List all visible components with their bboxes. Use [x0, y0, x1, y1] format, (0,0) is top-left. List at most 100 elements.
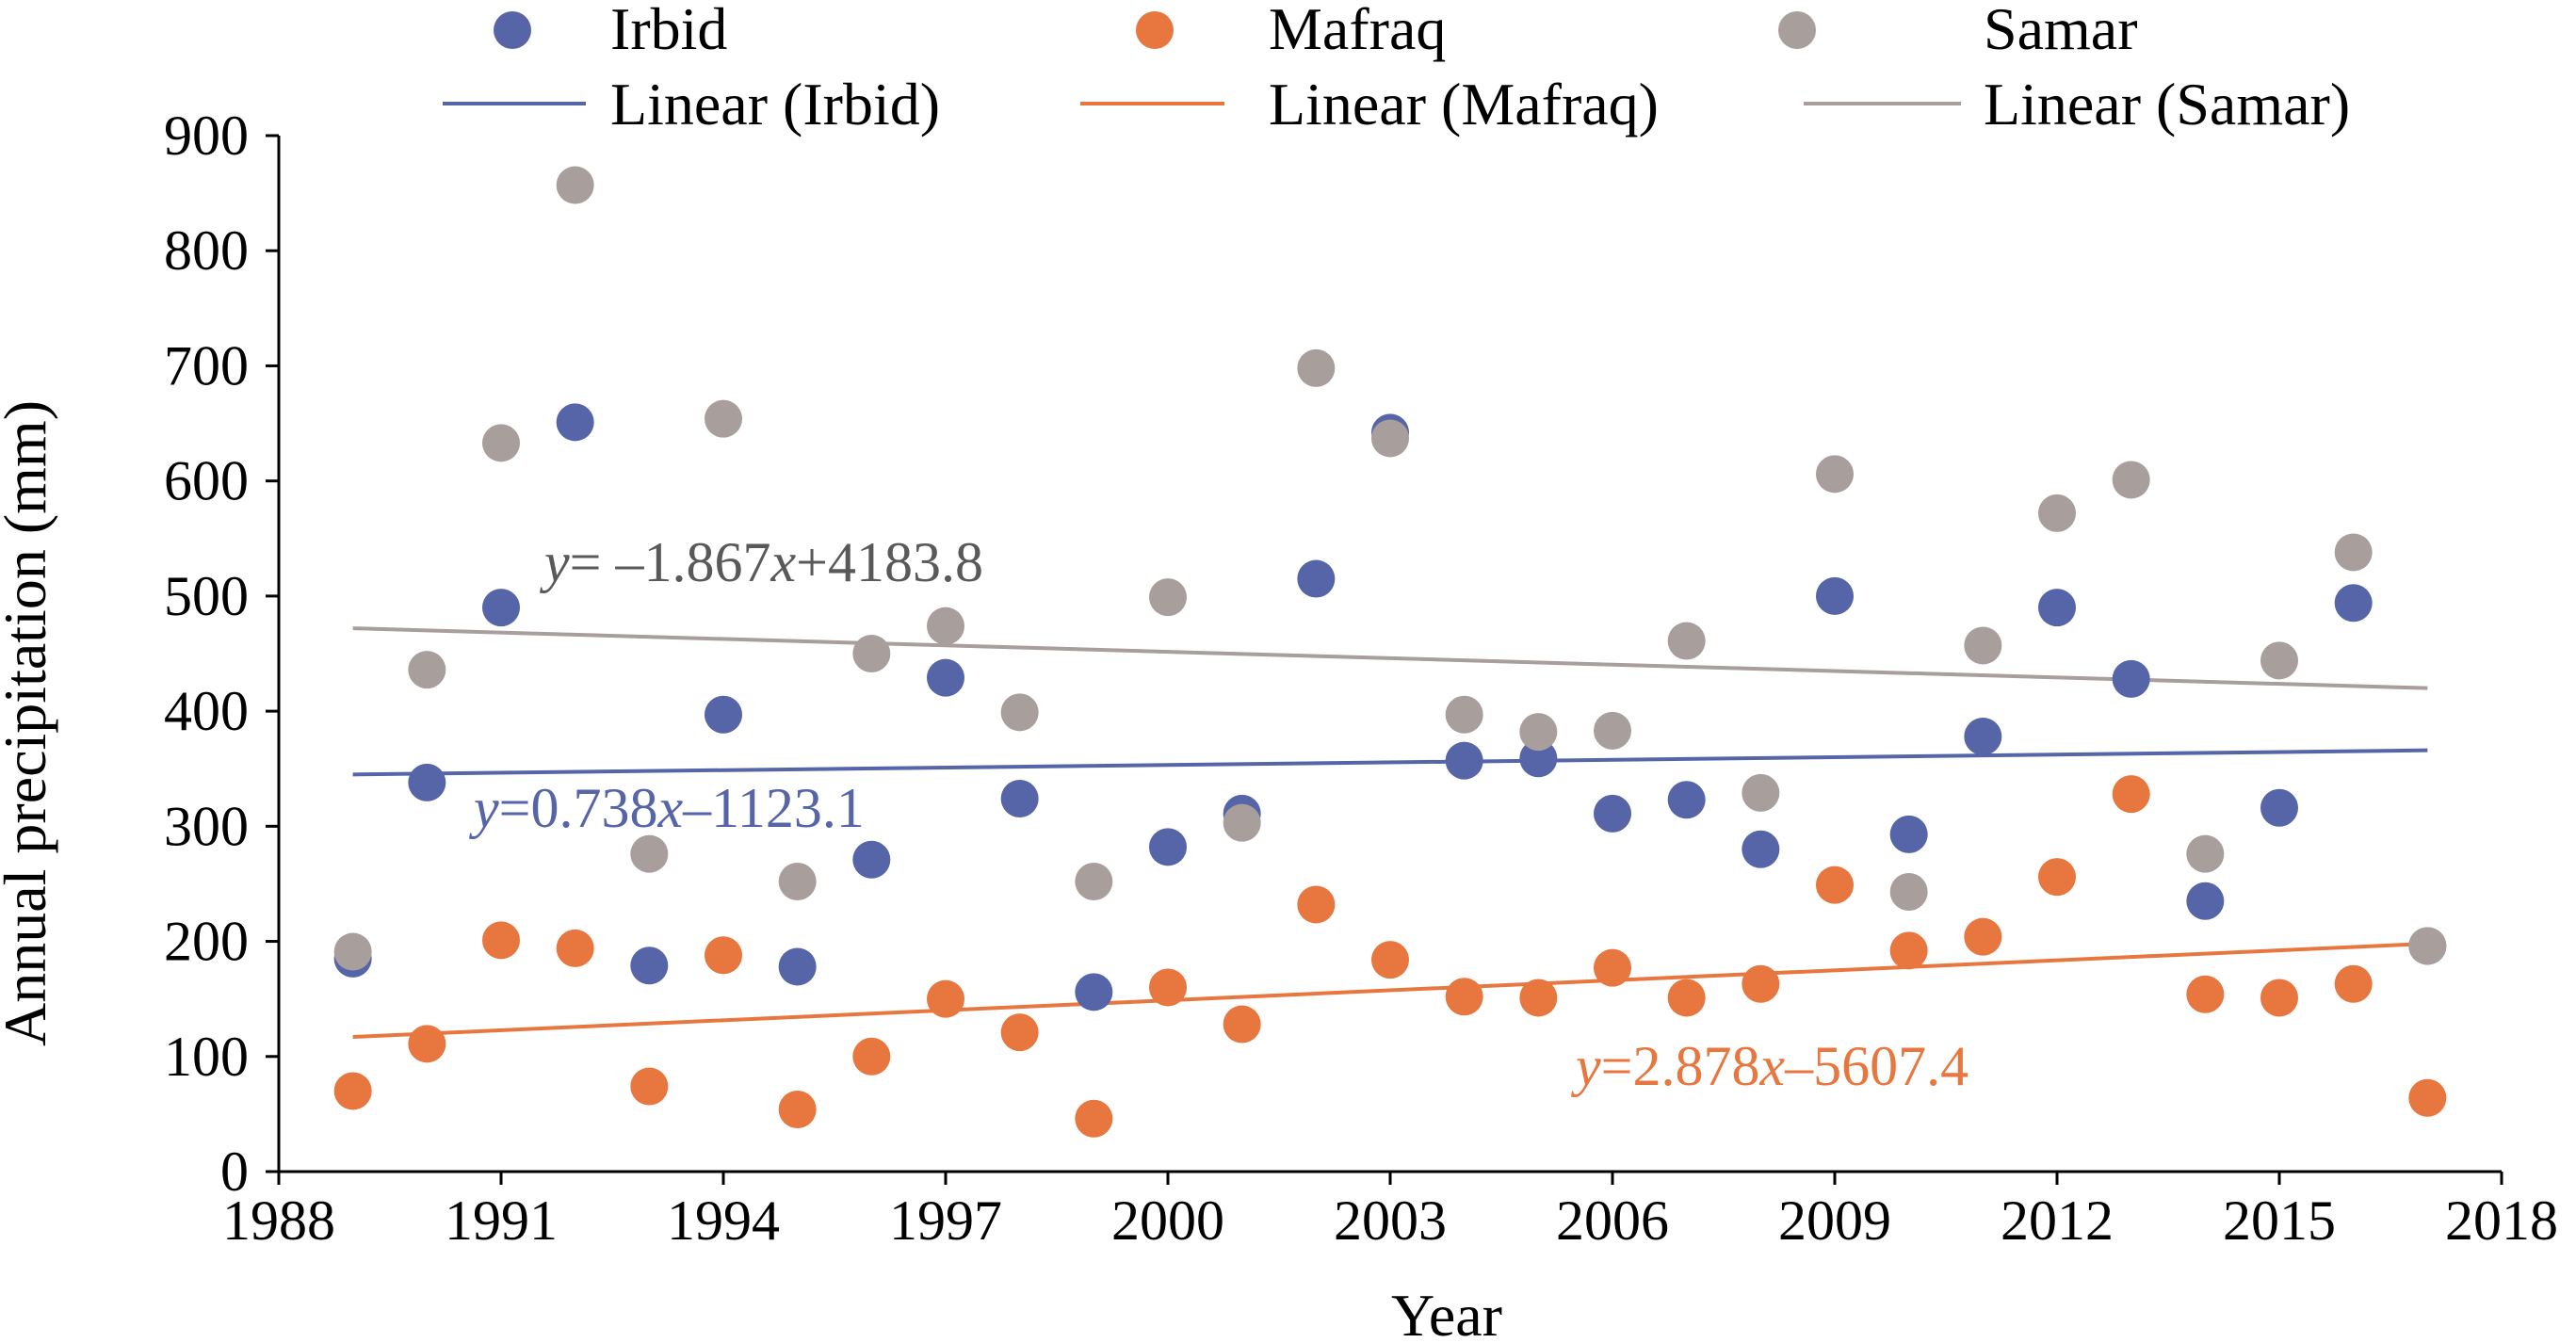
- point-irbid-2008: [1742, 830, 1780, 868]
- point-samar-2013: [2112, 461, 2150, 499]
- equation-mafraq: y=2.878x–5607.4: [1570, 1035, 1968, 1097]
- axes: 0 100 200 300 400 500 600 700 800 900 1988 1991 1994…: [164, 105, 2558, 1252]
- equation-irbid-x: x: [656, 777, 683, 839]
- equation-irbid-coef: =0.738: [499, 777, 658, 839]
- point-irbid-1990: [408, 763, 446, 801]
- trend-line-irbid: [352, 748, 2428, 777]
- point-irbid-1995: [778, 947, 817, 986]
- point-irbid-2004: [1445, 741, 1483, 780]
- point-samar-1998: [1000, 693, 1039, 732]
- point-samar-2008: [1742, 773, 1780, 812]
- point-irbid-1991: [482, 589, 520, 627]
- point-irbid-2014: [2186, 882, 2225, 920]
- point-irbid-2009: [1816, 576, 1854, 615]
- point-mafraq-1998: [1000, 1013, 1039, 1052]
- point-samar-1992: [556, 166, 594, 204]
- point-samar-1990: [408, 651, 446, 689]
- point-irbid-1998: [1000, 780, 1039, 817]
- point-samar-2000: [1149, 578, 1187, 617]
- x-tick-label-2018: 2018: [2445, 1189, 2558, 1252]
- point-samar-1993: [630, 834, 669, 873]
- point-samar-2005: [1519, 713, 1558, 752]
- legend-marker-mafraq: [1136, 11, 1174, 49]
- y-axis-title: Annual precipitation (mm): [0, 400, 58, 1046]
- data-points: [333, 166, 2447, 1138]
- point-samar-2009: [1816, 455, 1854, 494]
- point-irbid-2015: [2260, 788, 2298, 827]
- x-tick-label-2000: 2000: [1111, 1189, 1224, 1252]
- point-mafraq-2005: [1519, 979, 1558, 1017]
- equation-mafraq-x: x: [1758, 1035, 1785, 1097]
- point-irbid-1999: [1075, 973, 1113, 1011]
- equation-irbid-const: –1123.1: [682, 777, 865, 839]
- point-mafraq-2014: [2186, 975, 2225, 1013]
- y-tick-label-0: 0: [220, 1141, 249, 1203]
- point-samar-2017: [2408, 927, 2447, 965]
- point-mafraq-1989: [333, 1072, 372, 1110]
- equation-samar-x: x: [770, 531, 796, 593]
- point-irbid-2013: [2112, 659, 2150, 698]
- y-tick-label-100: 100: [164, 1026, 249, 1088]
- point-samar-2003: [1371, 419, 1409, 458]
- point-mafraq-1997: [927, 979, 964, 1018]
- point-mafraq-2010: [1889, 931, 1928, 970]
- point-mafraq-1993: [630, 1067, 669, 1106]
- point-samar-1989: [333, 932, 372, 971]
- y-tick-label-300: 300: [164, 795, 249, 857]
- point-samar-1996: [852, 635, 891, 672]
- legend-label-linear-samar: Linear (Samar): [1984, 71, 2350, 138]
- point-mafraq-1991: [482, 921, 520, 960]
- point-mafraq-2001: [1223, 1005, 1261, 1044]
- equation-samar-coef: = –1.867: [570, 531, 771, 593]
- point-samar-1995: [778, 863, 817, 900]
- x-tick-label-1994: 1994: [667, 1189, 780, 1252]
- legend-label-irbid: Irbid: [610, 0, 727, 62]
- point-mafraq-2017: [2408, 1078, 2447, 1117]
- legend-label-mafraq: Mafraq: [1269, 0, 1446, 62]
- point-mafraq-1992: [556, 929, 594, 967]
- y-tick-label-800: 800: [164, 219, 249, 282]
- point-samar-2014: [2186, 834, 2225, 873]
- point-samar-1999: [1075, 863, 1113, 900]
- point-irbid-1992: [556, 403, 594, 442]
- legend-label-linear-irbid: Linear (Irbid): [610, 71, 940, 138]
- equation-irbid-y: y: [468, 777, 499, 839]
- point-mafraq-2000: [1149, 968, 1187, 1007]
- point-irbid-2000: [1149, 828, 1187, 866]
- y-tick-label-500: 500: [164, 565, 249, 627]
- x-axis-title: Year: [1391, 1282, 1502, 1343]
- point-irbid-1993: [630, 947, 669, 985]
- point-mafraq-1999: [1075, 1099, 1113, 1138]
- point-irbid-2006: [1594, 794, 1631, 833]
- point-irbid-2016: [2334, 584, 2373, 623]
- equation-mafraq-const: –5607.4: [1784, 1035, 1968, 1097]
- x-tick-label-2015: 2015: [2223, 1189, 2336, 1252]
- point-mafraq-2002: [1297, 885, 1336, 924]
- point-mafraq-2006: [1594, 948, 1631, 987]
- equation-samar-y: y: [539, 531, 570, 593]
- x-tick-label-2006: 2006: [1556, 1189, 1669, 1252]
- point-mafraq-2007: [1667, 979, 1706, 1017]
- point-samar-1991: [482, 424, 520, 462]
- y-tick-label-900: 900: [164, 105, 249, 167]
- equation-irbid: y=0.738x–1123.1: [468, 777, 865, 839]
- legend-label-samar: Samar: [1984, 0, 2138, 62]
- point-irbid-2002: [1297, 559, 1336, 598]
- point-samar-2007: [1667, 622, 1706, 660]
- point-samar-2001: [1223, 803, 1261, 842]
- point-mafraq-1996: [852, 1037, 891, 1076]
- y-tick-label-400: 400: [164, 680, 249, 742]
- point-samar-2012: [2038, 494, 2076, 532]
- point-mafraq-2008: [1742, 964, 1780, 1003]
- point-irbid-2007: [1667, 781, 1706, 819]
- trend-lines: [352, 626, 2428, 1039]
- point-irbid-2012: [2038, 589, 2076, 627]
- point-irbid-1996: [852, 840, 891, 879]
- point-samar-2002: [1297, 348, 1336, 387]
- point-mafraq-2013: [2112, 775, 2150, 814]
- point-mafraq-2016: [2334, 964, 2373, 1003]
- point-irbid-2005: [1519, 739, 1558, 778]
- point-irbid-2011: [1964, 718, 2002, 755]
- equation-mafraq-y: y: [1570, 1035, 1601, 1097]
